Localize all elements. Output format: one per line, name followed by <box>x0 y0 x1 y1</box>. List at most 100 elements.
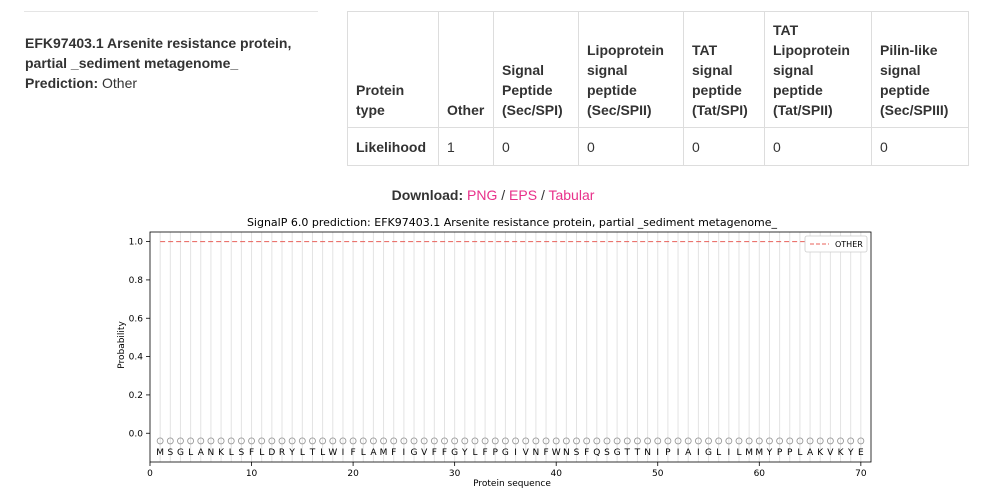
residue-marker <box>166 437 174 445</box>
header-tat-spi: TAT signal peptide (Tat/SPI) <box>683 11 765 128</box>
residue-marker <box>837 437 844 445</box>
residue-letter: G <box>451 448 458 458</box>
residue-marker <box>156 437 164 445</box>
x-tick-label: 40 <box>550 469 562 479</box>
residue-marker <box>512 437 520 445</box>
residue-letter: P <box>493 448 499 458</box>
residue-marker <box>816 437 824 445</box>
residue-marker <box>288 437 296 445</box>
residue-marker <box>501 437 509 445</box>
residue-marker <box>573 437 580 445</box>
residue-letter: A <box>685 448 692 458</box>
residue-letter: P <box>777 448 783 458</box>
protein-title-line2: partial _sediment metagenome_ <box>25 55 239 71</box>
residue-marker <box>562 437 570 445</box>
y-axis-label: Probability <box>117 321 127 369</box>
residue-letter: L <box>716 448 721 458</box>
table-header-row: Protein type Other Signal Peptide (Sec/SPI)… <box>347 11 969 128</box>
residue-marker <box>349 437 357 445</box>
residue-marker <box>603 437 611 445</box>
residue-marker <box>461 437 469 445</box>
likelihood-sec-spiii: 0 <box>871 127 969 166</box>
residue-letter: M <box>380 448 388 458</box>
residue-marker <box>847 437 855 445</box>
residue-marker <box>237 437 245 445</box>
residue-marker <box>410 437 418 445</box>
top-divider <box>24 11 318 12</box>
residue-letter: S <box>167 448 173 458</box>
signalp-chart: SignalP 6.0 prediction: EFK97403.1 Arsen… <box>117 216 872 489</box>
residue-marker <box>522 437 530 445</box>
residue-letter: G <box>614 448 621 458</box>
header-protein-type: Protein type <box>347 11 439 128</box>
download-eps-link[interactable]: EPS <box>509 187 538 203</box>
download-tabular-link[interactable]: Tabular <box>548 187 595 203</box>
residue-letter: T <box>624 448 631 458</box>
residue-letter: A <box>198 448 205 458</box>
prediction-value: Other <box>102 75 138 91</box>
likelihood-table: Protein type Other Signal Peptide (Sec/SPI)… <box>347 11 969 166</box>
residue-marker <box>613 437 621 445</box>
residue-marker <box>633 437 641 445</box>
residue-letter: L <box>259 448 264 458</box>
residue-letter: F <box>432 448 437 458</box>
residue-letter: L <box>797 448 802 458</box>
y-tick-label: 0.2 <box>129 391 143 401</box>
residue-marker <box>796 437 804 445</box>
residue-marker <box>674 437 682 445</box>
x-axis-label: Protein sequence <box>473 479 551 489</box>
residue-marker <box>583 437 591 445</box>
residue-letter: G <box>177 448 184 458</box>
residue-letter: I <box>514 448 517 458</box>
y-tick-label: 0.0 <box>129 429 144 439</box>
residue-letter: M <box>156 448 164 458</box>
residue-marker <box>471 437 479 445</box>
residue-letter: F <box>442 448 447 458</box>
residue-marker <box>430 437 438 445</box>
residue-marker <box>420 437 428 445</box>
residue-marker <box>684 437 692 445</box>
protein-title-line1: EFK97403.1 Arsenite resistance protein, <box>25 35 292 51</box>
residue-marker <box>451 437 459 445</box>
residue-letter: I <box>656 448 659 458</box>
residue-letter: F <box>249 448 254 458</box>
residue-marker <box>309 437 316 445</box>
residue-letter: T <box>309 448 316 458</box>
download-png-link[interactable]: PNG <box>467 187 498 203</box>
residue-letter: W <box>328 448 337 458</box>
residue-marker <box>766 437 773 445</box>
residue-letter: Q <box>593 448 600 458</box>
residue-letter: I <box>677 448 680 458</box>
likelihood-tat-spii: 0 <box>764 127 872 166</box>
residue-letter: K <box>218 448 225 458</box>
chart-title: SignalP 6.0 prediction: EFK97403.1 Arsen… <box>247 216 778 229</box>
residue-marker <box>197 437 205 445</box>
header-sec-spi: Signal Peptide (Sec/SPI) <box>493 11 579 128</box>
residue-marker <box>380 437 388 445</box>
residue-letter: I <box>342 448 345 458</box>
x-tick-label: 20 <box>347 469 359 479</box>
residue-letter: I <box>403 448 406 458</box>
residue-letter: M <box>745 448 753 458</box>
x-tick-label: 10 <box>246 469 258 479</box>
residue-marker <box>278 437 286 445</box>
prediction-line: Prediction: Other <box>25 73 325 93</box>
residue-letter: K <box>838 448 845 458</box>
residue-marker <box>786 437 794 445</box>
residue-marker <box>715 437 723 445</box>
prediction-label: Prediction: <box>25 75 99 91</box>
residue-marker <box>319 437 327 445</box>
residue-letter: T <box>634 448 641 458</box>
residue-marker <box>532 437 540 445</box>
residue-letter: Y <box>766 448 773 458</box>
legend-entry: OTHER <box>835 240 863 249</box>
residue-letter: S <box>239 448 245 458</box>
x-tick-label: 50 <box>652 469 664 479</box>
residue-letter: P <box>665 448 671 458</box>
legend-box <box>804 235 868 253</box>
residue-letter: L <box>300 448 305 458</box>
residue-letter: N <box>208 448 215 458</box>
residue-marker <box>359 437 367 445</box>
x-tick-label: 30 <box>449 469 461 479</box>
residue-letter: F <box>543 448 548 458</box>
